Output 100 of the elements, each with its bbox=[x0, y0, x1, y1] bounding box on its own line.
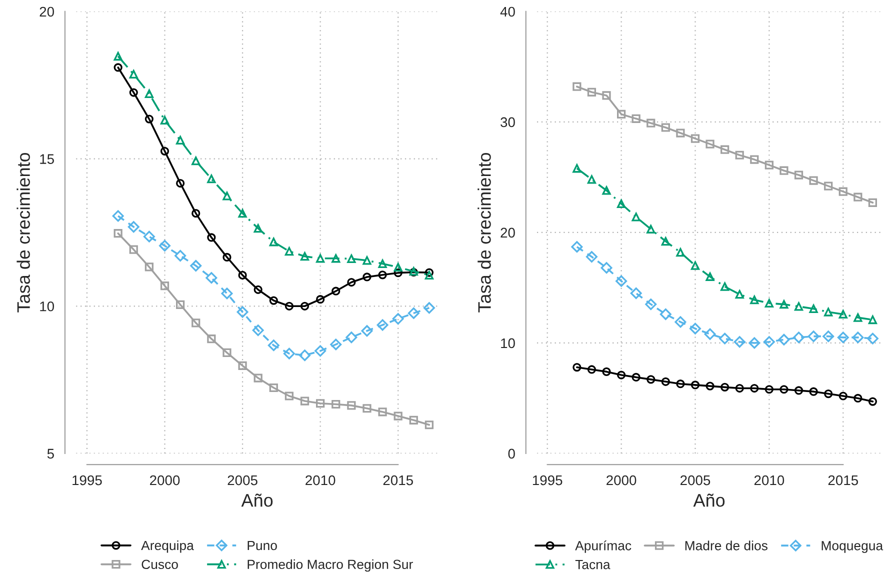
point bbox=[780, 166, 788, 175]
point bbox=[269, 238, 278, 246]
point bbox=[144, 262, 154, 272]
point bbox=[222, 252, 232, 262]
point bbox=[660, 308, 672, 320]
point bbox=[160, 146, 170, 156]
point bbox=[780, 300, 788, 309]
legend-label: Promedio Macro Region Sur bbox=[248, 559, 413, 572]
point bbox=[748, 337, 760, 349]
point bbox=[706, 272, 714, 281]
point bbox=[706, 140, 714, 148]
point bbox=[284, 392, 294, 400]
point bbox=[674, 316, 686, 328]
point bbox=[676, 380, 685, 388]
point bbox=[587, 365, 596, 374]
point bbox=[706, 382, 714, 390]
point bbox=[423, 302, 435, 314]
point bbox=[238, 270, 247, 280]
point bbox=[378, 270, 387, 280]
y-tick-label: 10 bbox=[40, 301, 54, 312]
point bbox=[616, 275, 628, 287]
y-tick-label: 30 bbox=[500, 117, 515, 128]
point bbox=[690, 380, 700, 390]
y-tick-label: 20 bbox=[500, 228, 515, 238]
point bbox=[207, 334, 216, 344]
point bbox=[192, 209, 200, 218]
point bbox=[160, 281, 170, 290]
point bbox=[300, 302, 310, 310]
point bbox=[128, 221, 140, 233]
point bbox=[720, 145, 730, 154]
point bbox=[824, 182, 833, 190]
point bbox=[587, 175, 596, 184]
x-tick-label: 1995 bbox=[72, 475, 102, 486]
point bbox=[269, 383, 278, 392]
x-tick-label: 2000 bbox=[150, 475, 180, 486]
point bbox=[632, 212, 640, 222]
point bbox=[376, 319, 388, 331]
point bbox=[332, 286, 340, 296]
point bbox=[222, 348, 232, 357]
y-tick-label: 0 bbox=[508, 448, 515, 459]
point bbox=[809, 304, 818, 314]
point bbox=[361, 325, 373, 337]
x-axis-title: Año bbox=[693, 494, 725, 507]
point bbox=[378, 259, 387, 268]
point bbox=[600, 262, 612, 274]
point bbox=[720, 382, 730, 392]
x-tick-label: 2005 bbox=[228, 475, 258, 486]
point bbox=[206, 272, 218, 284]
point bbox=[190, 260, 202, 272]
point bbox=[704, 328, 716, 340]
point bbox=[661, 377, 670, 386]
point bbox=[866, 332, 878, 344]
point bbox=[750, 155, 759, 164]
point bbox=[314, 345, 326, 357]
point bbox=[661, 237, 670, 246]
legend-label: Arequipa bbox=[141, 540, 194, 553]
y-tick-label: 20 bbox=[40, 6, 54, 17]
y-axis-title: Tasa de crecimiento bbox=[16, 152, 30, 312]
y-tick-label: 15 bbox=[40, 154, 54, 164]
point bbox=[268, 340, 280, 352]
point bbox=[144, 114, 154, 124]
point bbox=[780, 385, 788, 394]
legend-label: Cusco bbox=[142, 560, 178, 570]
point bbox=[332, 400, 340, 409]
point bbox=[424, 270, 434, 280]
point bbox=[632, 114, 640, 123]
point bbox=[838, 392, 848, 400]
x-tick-label: 1995 bbox=[532, 475, 562, 486]
point bbox=[143, 230, 155, 242]
x-tick-label: 2010 bbox=[754, 475, 784, 486]
point bbox=[809, 176, 818, 185]
point bbox=[159, 240, 170, 252]
point bbox=[114, 52, 122, 61]
point bbox=[112, 210, 124, 222]
point bbox=[192, 156, 200, 166]
point bbox=[238, 209, 247, 218]
point bbox=[284, 302, 294, 310]
point bbox=[764, 160, 774, 170]
point bbox=[269, 296, 278, 305]
point bbox=[719, 332, 731, 344]
point bbox=[646, 224, 656, 234]
point bbox=[114, 229, 122, 238]
point bbox=[362, 272, 372, 282]
point bbox=[676, 128, 685, 138]
point bbox=[408, 307, 420, 319]
point bbox=[645, 298, 657, 310]
point bbox=[616, 199, 626, 208]
point bbox=[794, 170, 804, 180]
point bbox=[586, 251, 598, 263]
point bbox=[838, 310, 848, 319]
point bbox=[854, 313, 862, 322]
point bbox=[602, 91, 611, 100]
point bbox=[808, 330, 820, 342]
y-axis-title: Tasa de crecimiento bbox=[478, 152, 491, 312]
point bbox=[394, 412, 402, 420]
point bbox=[794, 386, 804, 395]
point bbox=[176, 136, 185, 145]
point bbox=[735, 290, 744, 299]
x-tick-label: 2010 bbox=[306, 475, 336, 486]
point bbox=[362, 404, 372, 413]
